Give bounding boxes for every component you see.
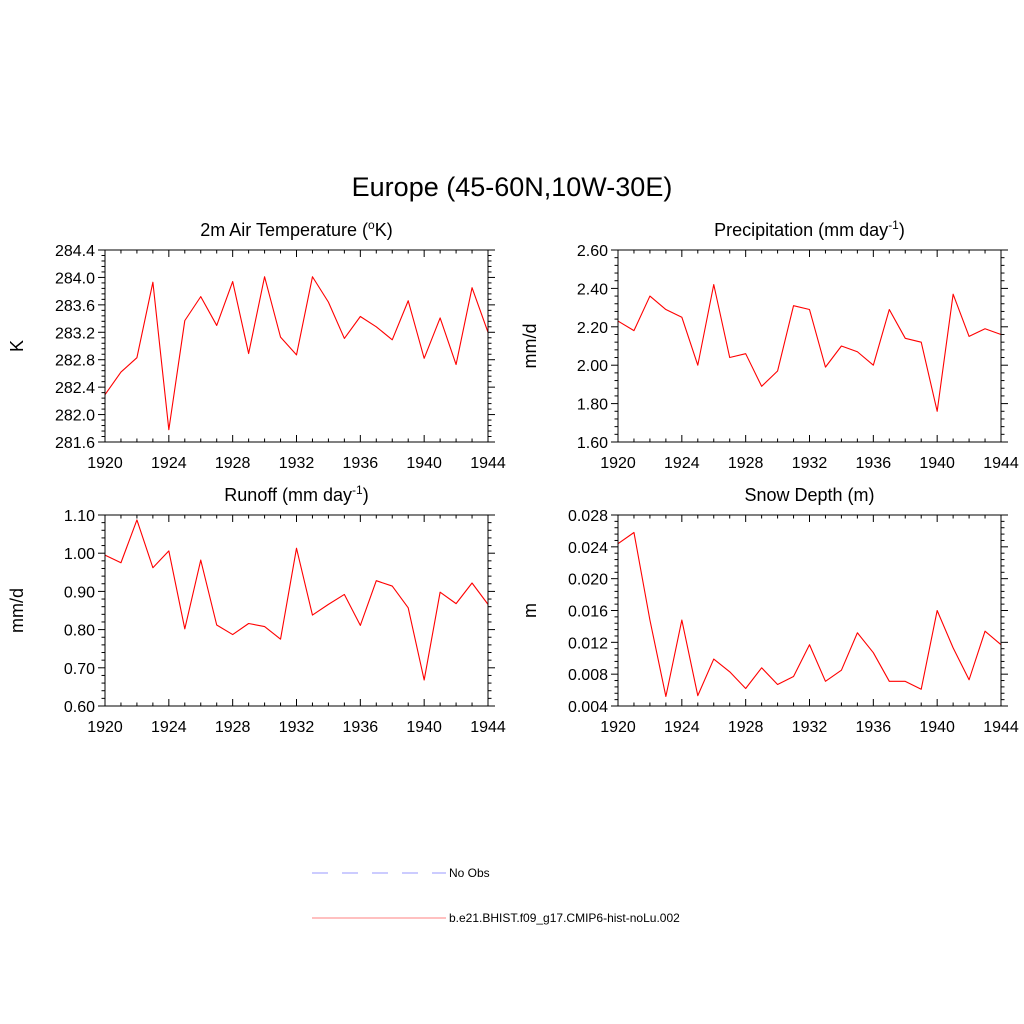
- y-tick-label: 283.2: [55, 325, 95, 342]
- y-tick-label: 0.80: [64, 623, 95, 640]
- legend-label: b.e21.BHIST.f09_g17.CMIP6-hist-noLu.002: [449, 911, 680, 925]
- x-tick-label: 1944: [983, 455, 1019, 472]
- plot-frame: [104, 249, 489, 443]
- x-tick-label: 1928: [215, 719, 251, 736]
- panel-snow-depth: Snow Depth (m) m 1920 1924 1928 1932 1936 1940 1…: [520, 485, 1019, 736]
- y-tick-label: 282.0: [55, 408, 95, 425]
- x-tick-label: 1936: [343, 719, 379, 736]
- plot-frame: [617, 249, 1002, 443]
- axis-ticks: [98, 249, 495, 443]
- panel-title: Precipitation (mm day-1): [714, 218, 905, 240]
- y-tick-label: 1.10: [64, 508, 95, 525]
- x-tick-label: 1932: [279, 455, 315, 472]
- legend-label: No Obs: [449, 866, 490, 880]
- panel-title-tail: ): [363, 485, 369, 505]
- y-tick-label: 2.20: [577, 320, 608, 337]
- panel-title-text: Runoff (mm day: [224, 485, 352, 505]
- series-line: [617, 531, 1002, 698]
- series-line: [617, 284, 1002, 412]
- x-tick-label: 1932: [279, 719, 315, 736]
- axis-ticks: [611, 514, 1008, 707]
- y-tick-label: 0.008: [568, 667, 608, 684]
- x-tick-label: 1920: [87, 719, 123, 736]
- panel-title: Runoff (mm day-1): [224, 483, 368, 505]
- x-tick-label: 1924: [151, 455, 187, 472]
- series-line: [104, 519, 489, 681]
- x-tick-label: 1924: [664, 719, 700, 736]
- y-axis-label: mm/d: [520, 324, 540, 369]
- plot-frame: [617, 514, 1002, 707]
- y-tick-label: 0.028: [568, 508, 608, 525]
- panel-runoff: Runoff (mm day-1) mm/d 1920 1924 1928 1932 193…: [7, 483, 506, 736]
- panel-title-tail: ): [899, 220, 905, 240]
- panel-temperature: 2m Air Temperature (oK) K 1920 1924 1928 1932…: [7, 218, 506, 472]
- panel-title-tail: K): [375, 220, 393, 240]
- y-tick-label: 0.020: [568, 572, 608, 589]
- y-tick-label: 282.4: [55, 380, 95, 397]
- x-tick-label: 1924: [664, 455, 700, 472]
- axis-ticks: [611, 249, 1008, 443]
- x-tick-label: 1936: [343, 455, 379, 472]
- y-tick-label: 284.0: [55, 270, 95, 287]
- x-tick-label: 1920: [600, 455, 636, 472]
- panel-title-superscript: -1: [888, 218, 899, 232]
- y-tick-label: 0.70: [64, 661, 95, 678]
- x-tick-label: 1936: [856, 455, 892, 472]
- panel-title-superscript: -1: [352, 483, 363, 497]
- x-tick-label: 1944: [983, 719, 1019, 736]
- y-tick-label: 2.60: [577, 243, 608, 260]
- panel-title: 2m Air Temperature (oK): [200, 218, 392, 240]
- y-tick-label: 0.012: [568, 635, 608, 652]
- x-tick-label: 1940: [406, 719, 442, 736]
- y-tick-label: 281.6: [55, 435, 95, 452]
- y-axis-label: m: [520, 603, 540, 618]
- axis-ticks: [98, 514, 495, 707]
- x-tick-label: 1920: [87, 455, 123, 472]
- series-line: [104, 276, 489, 431]
- x-tick-label: 1944: [470, 719, 506, 736]
- y-tick-label: 1.80: [577, 397, 608, 414]
- x-tick-label: 1924: [151, 719, 187, 736]
- y-tick-label: 284.4: [55, 243, 95, 260]
- y-tick-label: 1.00: [64, 546, 95, 563]
- panel-precipitation: Precipitation (mm day-1) mm/d 1920 1924 1928…: [520, 218, 1019, 472]
- x-tick-label: 1940: [919, 455, 955, 472]
- figure-title: Europe (45-60N,10W-30E): [352, 172, 673, 202]
- y-tick-label: 283.6: [55, 298, 95, 315]
- panel-title-text: Precipitation (mm day: [714, 220, 888, 240]
- x-tick-label: 1928: [215, 455, 251, 472]
- x-tick-label: 1932: [792, 455, 828, 472]
- x-tick-label: 1928: [728, 455, 764, 472]
- x-tick-label: 1940: [406, 455, 442, 472]
- x-tick-label: 1944: [470, 455, 506, 472]
- y-tick-label: 0.60: [64, 699, 95, 716]
- panel-title: Snow Depth (m): [744, 485, 874, 505]
- y-tick-label: 1.60: [577, 435, 608, 452]
- x-tick-label: 1920: [600, 719, 636, 736]
- y-tick-label: 0.016: [568, 604, 608, 621]
- legend: No Obs b.e21.BHIST.f09_g17.CMIP6-hist-noL…: [312, 866, 680, 925]
- y-tick-label: 2.00: [577, 358, 608, 375]
- panel-title-text: 2m Air Temperature (: [200, 220, 368, 240]
- x-tick-label: 1940: [919, 719, 955, 736]
- x-tick-label: 1936: [856, 719, 892, 736]
- panel-title-text: Snow Depth (m): [744, 485, 874, 505]
- y-tick-label: 2.40: [577, 281, 608, 298]
- x-tick-label: 1928: [728, 719, 764, 736]
- x-tick-label: 1932: [792, 719, 828, 736]
- y-tick-label: 282.8: [55, 353, 95, 370]
- y-tick-label: 0.024: [568, 540, 608, 557]
- y-axis-label: mm/d: [7, 588, 27, 633]
- y-tick-label: 0.004: [568, 699, 608, 716]
- y-tick-label: 0.90: [64, 584, 95, 601]
- plot-frame: [104, 514, 489, 707]
- panel-title-superscript: o: [368, 218, 375, 232]
- y-axis-label: K: [7, 340, 27, 352]
